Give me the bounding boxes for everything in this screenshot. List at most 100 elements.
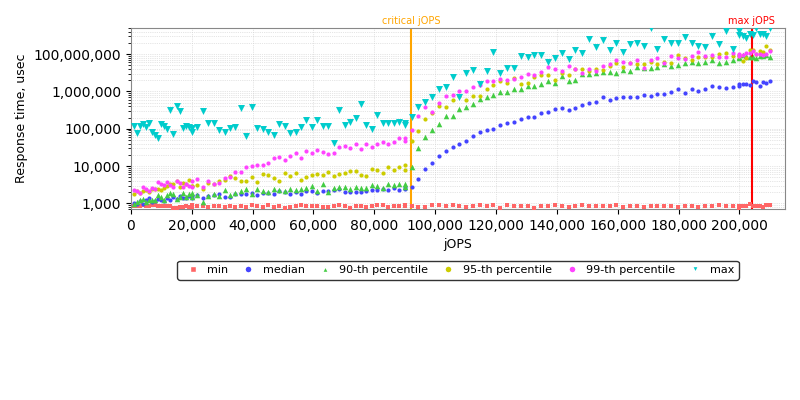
Point bbox=[562, 78, 575, 84]
Point bbox=[251, 162, 264, 168]
Point bbox=[338, 188, 351, 195]
Point bbox=[726, 53, 739, 59]
Point bbox=[754, 53, 766, 59]
Point bbox=[582, 35, 595, 42]
Point bbox=[460, 138, 473, 144]
Point bbox=[699, 53, 712, 59]
Point bbox=[196, 108, 209, 114]
Point bbox=[130, 188, 143, 194]
Point bbox=[142, 197, 155, 203]
Point bbox=[535, 203, 548, 210]
Point bbox=[161, 192, 174, 198]
Point bbox=[412, 176, 425, 183]
Point bbox=[306, 150, 318, 157]
Point bbox=[501, 202, 514, 208]
Point bbox=[349, 202, 362, 209]
Point bbox=[218, 129, 231, 136]
Point bbox=[179, 194, 192, 200]
Point bbox=[354, 172, 367, 178]
Point bbox=[514, 80, 527, 87]
Point bbox=[555, 70, 568, 76]
Point bbox=[522, 203, 534, 209]
Point bbox=[142, 119, 155, 126]
Point bbox=[317, 172, 330, 178]
Point bbox=[624, 59, 637, 66]
Point bbox=[182, 176, 195, 183]
Point bbox=[713, 60, 726, 66]
Point bbox=[763, 202, 776, 209]
Point bbox=[294, 202, 307, 209]
Point bbox=[278, 189, 291, 196]
Point bbox=[127, 123, 140, 129]
Point bbox=[446, 112, 459, 119]
Point bbox=[170, 204, 183, 211]
Point bbox=[262, 189, 274, 196]
Point bbox=[569, 203, 582, 210]
Point bbox=[480, 94, 493, 100]
Point bbox=[576, 70, 589, 76]
Point bbox=[726, 50, 739, 56]
Point bbox=[692, 88, 705, 94]
Point bbox=[596, 63, 609, 69]
Point bbox=[366, 166, 378, 172]
Point bbox=[763, 25, 776, 31]
Point bbox=[719, 203, 732, 209]
Point bbox=[186, 178, 198, 185]
Point bbox=[549, 55, 562, 61]
Point bbox=[338, 143, 351, 149]
Point bbox=[289, 187, 302, 193]
Point bbox=[158, 123, 170, 130]
Point bbox=[229, 169, 242, 175]
Point bbox=[213, 203, 226, 209]
Point bbox=[433, 152, 446, 159]
Point bbox=[576, 71, 589, 77]
Point bbox=[142, 203, 155, 210]
Point bbox=[306, 172, 318, 178]
Point bbox=[501, 89, 514, 96]
Point bbox=[665, 60, 678, 66]
Point bbox=[186, 183, 198, 189]
Point bbox=[528, 72, 541, 78]
Point bbox=[387, 182, 400, 188]
Point bbox=[240, 178, 253, 184]
Point bbox=[317, 181, 330, 188]
Point bbox=[161, 183, 174, 189]
Point bbox=[562, 56, 575, 62]
Point bbox=[754, 83, 766, 89]
Point bbox=[311, 188, 324, 194]
Point bbox=[387, 167, 400, 173]
Point bbox=[685, 58, 698, 65]
Point bbox=[433, 86, 446, 92]
Point bbox=[713, 51, 726, 58]
Point bbox=[354, 146, 367, 152]
Point bbox=[344, 168, 357, 175]
Point bbox=[535, 69, 548, 75]
Point bbox=[549, 202, 562, 208]
Point bbox=[371, 167, 384, 174]
Point bbox=[344, 118, 357, 125]
Point bbox=[706, 52, 718, 58]
Point bbox=[382, 164, 394, 170]
Point bbox=[398, 184, 411, 190]
Point bbox=[179, 122, 192, 129]
Point bbox=[182, 183, 195, 189]
Point bbox=[746, 46, 759, 53]
Point bbox=[658, 58, 670, 65]
Point bbox=[306, 187, 318, 194]
Point bbox=[164, 180, 177, 187]
Point bbox=[284, 152, 297, 159]
Point bbox=[371, 112, 384, 118]
Point bbox=[522, 80, 534, 86]
Point bbox=[487, 82, 500, 88]
Point bbox=[736, 52, 749, 58]
Point bbox=[360, 122, 373, 128]
Point bbox=[750, 79, 762, 86]
Point bbox=[514, 203, 527, 210]
Point bbox=[746, 48, 759, 54]
Point bbox=[665, 89, 678, 95]
Point bbox=[140, 124, 153, 130]
Point bbox=[460, 88, 473, 94]
Point bbox=[191, 176, 204, 182]
Point bbox=[405, 184, 418, 190]
Point bbox=[338, 170, 351, 176]
